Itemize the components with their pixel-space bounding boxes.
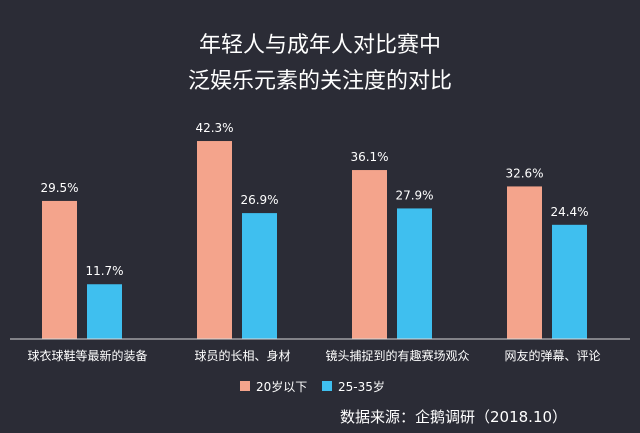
data-label-series-1-cat-4: 32.6% xyxy=(505,166,543,180)
chart-title-line-1: 年轻人与成年人对比赛中 xyxy=(199,33,441,58)
data-label-series-2-cat-1: 11.7% xyxy=(85,264,123,278)
category-label-3: 镜头捕捉到的有趣赛场观众 xyxy=(325,348,469,363)
source-note: 数据来源：企鹅调研（2018.10） xyxy=(340,408,567,426)
category-label-4: 网友的弹幕、评论 xyxy=(504,348,600,363)
category-label-1: 球衣球鞋等最新的装备 xyxy=(27,348,147,363)
bar-series-2-cat-1 xyxy=(87,284,122,339)
bar-series-1-cat-4 xyxy=(507,186,542,339)
legend-swatch-series-2 xyxy=(322,381,332,391)
data-label-series-2-cat-4: 24.4% xyxy=(550,205,588,219)
bar-series-1-cat-3 xyxy=(352,170,387,339)
legend-swatch-series-1 xyxy=(240,381,250,391)
bar-series-2-cat-4 xyxy=(552,224,587,339)
legend-label-series-2: 25-35岁 xyxy=(338,379,385,394)
data-label-series-1-cat-2: 42.3% xyxy=(195,121,233,135)
data-label-series-2-cat-3: 27.9% xyxy=(395,188,433,202)
bar-series-1-cat-2 xyxy=(197,141,232,339)
legend-label-series-1: 20岁以下 xyxy=(256,379,307,394)
plot-area: 29.5% 11.7% 42.3% 26.9% 36.1% 27.9% 32.6% 24.4% xyxy=(40,121,589,339)
data-label-series-1-cat-3: 36.1% xyxy=(350,150,388,164)
category-label-2: 球员的长相、身材 xyxy=(194,348,290,363)
bar-series-2-cat-3 xyxy=(397,208,432,339)
legend: 20岁以下 25-35岁 xyxy=(240,379,385,394)
chart-title-line-2: 泛娱乐元素的关注度的对比 xyxy=(188,69,452,94)
bar-series-1-cat-1 xyxy=(42,200,77,339)
data-label-series-1-cat-1: 29.5% xyxy=(40,181,78,195)
category-labels: 球衣球鞋等最新的装备 球员的长相、身材 镜头捕捉到的有趣赛场观众 网友的弹幕、评论 xyxy=(27,348,600,363)
bar-series-2-cat-2 xyxy=(242,213,277,339)
data-label-series-2-cat-2: 26.9% xyxy=(240,193,278,207)
